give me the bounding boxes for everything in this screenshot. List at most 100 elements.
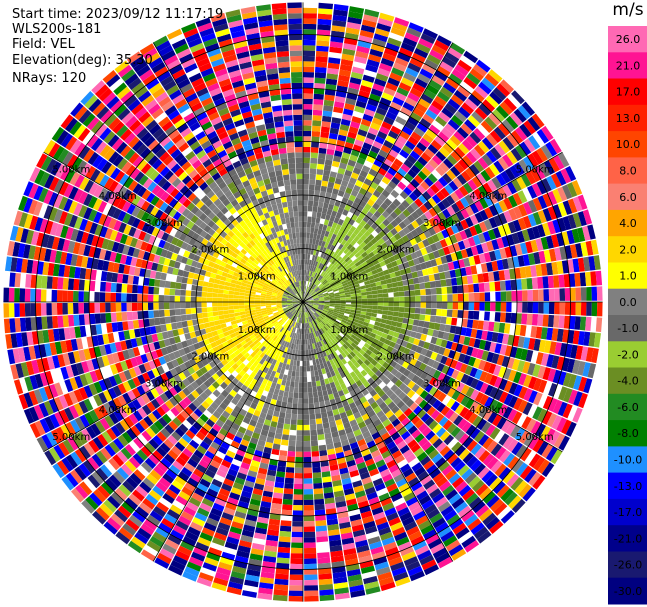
velocity-gate <box>439 162 450 173</box>
velocity-gate <box>169 396 179 407</box>
velocity-gate <box>331 474 341 482</box>
velocity-gate <box>52 355 61 369</box>
velocity-gate <box>175 495 188 506</box>
velocity-gate <box>508 382 518 395</box>
velocity-gate <box>326 243 332 250</box>
velocity-gate <box>527 362 536 376</box>
velocity-gate <box>565 421 577 437</box>
velocity-gate <box>303 141 311 147</box>
velocity-gate <box>400 77 414 87</box>
velocity-gate <box>340 364 347 372</box>
velocity-gate <box>399 511 413 522</box>
velocity-gate <box>153 294 159 302</box>
velocity-gate <box>377 464 388 473</box>
velocity-gate <box>261 340 268 346</box>
velocity-gate <box>293 310 298 316</box>
velocity-gate <box>258 434 267 442</box>
velocity-gate <box>186 320 194 327</box>
velocity-gate <box>344 256 351 263</box>
velocity-gate <box>511 358 520 371</box>
velocity-gate <box>333 311 339 316</box>
velocity-gate <box>277 552 290 559</box>
velocity-gate <box>426 187 436 198</box>
velocity-gate <box>304 333 307 340</box>
velocity-gate <box>430 243 438 252</box>
velocity-gate <box>341 280 347 285</box>
velocity-gate <box>349 312 356 316</box>
velocity-gate <box>528 435 540 450</box>
velocity-gate <box>308 270 312 277</box>
velocity-gate <box>329 303 336 306</box>
velocity-gate <box>366 422 376 431</box>
velocity-gate <box>58 442 70 457</box>
velocity-gate <box>335 223 342 231</box>
velocity-gate <box>561 231 570 246</box>
velocity-gate <box>299 366 303 372</box>
velocity-gate <box>322 344 328 351</box>
velocity-gate <box>303 446 311 452</box>
velocity-gate <box>426 508 440 520</box>
velocity-gate <box>249 553 263 561</box>
velocity-gate <box>332 408 340 416</box>
velocity-gate <box>414 283 420 290</box>
velocity-gate <box>343 234 350 242</box>
velocity-gate <box>278 373 284 380</box>
velocity-gate <box>155 527 170 539</box>
velocity-gate <box>286 456 295 463</box>
velocity-gate <box>470 148 482 160</box>
velocity-gate <box>292 515 303 522</box>
velocity-gate <box>432 423 443 434</box>
velocity-gate <box>213 532 227 542</box>
velocity-gate <box>406 272 413 280</box>
velocity-gate <box>343 192 351 200</box>
velocity-gate <box>287 303 293 306</box>
velocity-gate <box>492 227 502 239</box>
velocity-gate <box>303 296 305 302</box>
velocity-gate <box>342 282 348 287</box>
velocity-gate <box>410 201 419 211</box>
velocity-gate <box>454 146 466 159</box>
velocity-gate <box>404 267 412 274</box>
velocity-gate <box>172 329 179 337</box>
velocity-gate <box>260 429 269 437</box>
velocity-gate <box>385 135 396 145</box>
velocity-gate <box>61 476 75 491</box>
velocity-gate <box>315 380 321 387</box>
velocity-gate <box>408 192 418 202</box>
velocity-gate <box>246 340 254 346</box>
velocity-gate <box>178 491 191 502</box>
velocity-gate <box>31 260 39 274</box>
velocity-gate <box>338 353 344 361</box>
velocity-gate <box>325 284 331 289</box>
velocity-gate <box>297 403 303 409</box>
velocity-gate <box>284 323 289 329</box>
velocity-gate <box>212 389 221 398</box>
velocity-gate <box>260 571 275 579</box>
velocity-gate <box>314 509 326 516</box>
velocity-gate <box>149 423 160 435</box>
velocity-gate <box>444 270 451 279</box>
velocity-gate <box>162 543 177 555</box>
velocity-gate <box>197 507 210 517</box>
velocity-gate <box>317 552 330 559</box>
velocity-gate <box>303 376 308 383</box>
velocity-gate <box>484 340 492 352</box>
velocity-gate <box>306 312 309 318</box>
velocity-gate <box>184 332 192 340</box>
velocity-gate <box>344 308 351 312</box>
velocity-gate <box>153 420 164 431</box>
velocity-gate <box>515 144 527 159</box>
velocity-gate <box>284 310 290 314</box>
velocity-gate <box>287 300 293 302</box>
velocity-gate <box>251 542 265 551</box>
velocity-gate <box>389 272 396 279</box>
velocity-gate <box>328 365 334 372</box>
velocity-gate <box>520 447 532 462</box>
velocity-gate <box>352 249 359 256</box>
velocity-gate <box>118 484 132 497</box>
velocity-gate <box>79 481 93 496</box>
velocity-gate <box>327 448 336 456</box>
velocity-gate <box>323 395 330 402</box>
velocity-gate <box>369 332 377 339</box>
velocity-gate <box>471 90 485 103</box>
